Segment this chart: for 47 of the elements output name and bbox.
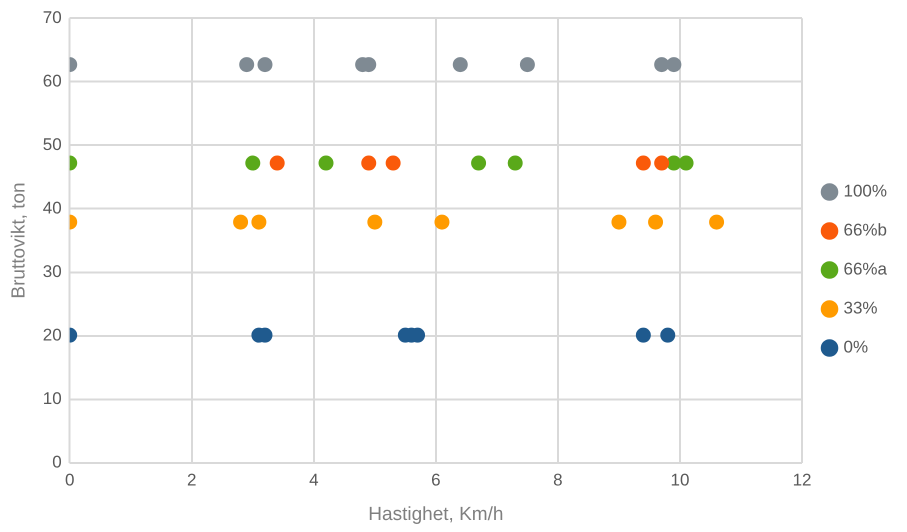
point: [654, 57, 670, 72]
point: [318, 156, 334, 171]
point: [709, 214, 724, 230]
x-tick-label: 0: [64, 470, 74, 490]
y-tick-label: 60: [42, 71, 62, 90]
x-tick-label: 8: [553, 470, 563, 490]
point: [648, 214, 664, 230]
y-tick-label: 70: [42, 8, 62, 27]
x-tick-label: 6: [431, 470, 441, 490]
y-tick-label: 20: [42, 325, 62, 344]
legend-label: 100%: [844, 182, 888, 201]
y-tick-label: 10: [42, 388, 62, 408]
x-tick-label: 4: [309, 470, 319, 490]
point: [386, 156, 401, 171]
point: [367, 214, 382, 230]
legend-label: 66%a: [844, 260, 888, 279]
legend-label: 0%: [844, 338, 868, 357]
point: [233, 214, 248, 230]
x-tick-label: 2: [187, 470, 196, 490]
point: [636, 156, 651, 171]
point: [520, 57, 535, 72]
point: [471, 156, 486, 171]
point: [245, 156, 260, 171]
x-tick-label: 12: [792, 470, 812, 490]
y-axis-title: Bruttovikt, ton: [8, 182, 30, 299]
y-tick-label: 30: [42, 262, 62, 281]
point: [452, 57, 468, 72]
point: [636, 328, 651, 343]
y-tick-label: 50: [42, 134, 62, 154]
point: [239, 57, 254, 72]
point: [666, 57, 682, 72]
y-tick-label: 40: [42, 198, 62, 218]
point: [434, 214, 450, 230]
point: [654, 156, 670, 171]
point: [678, 156, 694, 171]
point: [660, 328, 676, 343]
point: [361, 156, 376, 171]
y-tick-label: 0: [52, 452, 62, 472]
x-tick-label: 10: [670, 470, 690, 490]
x-axis-title: Hastighet, Km/h: [368, 504, 504, 525]
point: [508, 156, 523, 171]
point: [251, 214, 266, 230]
legend-label: 33%: [844, 298, 878, 318]
point: [611, 214, 626, 230]
legend-label: 66%b: [844, 220, 888, 240]
point: [257, 57, 272, 72]
point: [270, 156, 285, 171]
